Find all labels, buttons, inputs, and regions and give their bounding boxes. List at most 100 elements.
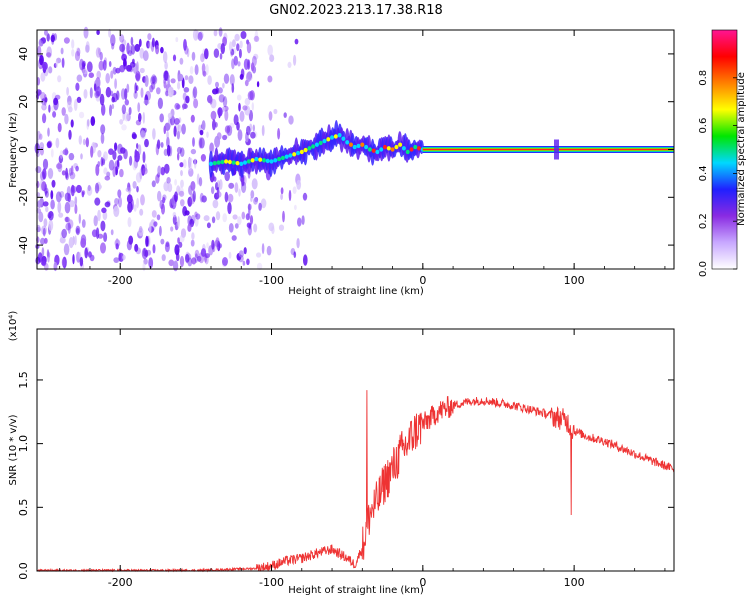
noise-blob xyxy=(190,239,195,247)
noise-blob xyxy=(142,111,145,124)
noise-blob xyxy=(152,128,156,140)
x-tick-label: 100 xyxy=(564,576,585,589)
noise-blob xyxy=(230,50,234,57)
noise-blob xyxy=(76,74,83,82)
noise-blob xyxy=(81,219,86,228)
noise-blob xyxy=(268,111,273,121)
noise-blob xyxy=(69,200,75,208)
steady-tone-band xyxy=(422,148,674,151)
noise-blob xyxy=(87,184,91,192)
noise-blob xyxy=(303,254,308,266)
noise-blob xyxy=(108,28,112,38)
noise-blob xyxy=(47,251,50,263)
noise-blob xyxy=(70,119,74,128)
noise-blob xyxy=(250,196,253,202)
noise-blob xyxy=(195,213,201,220)
noise-blob xyxy=(177,152,180,161)
ridge-core xyxy=(265,158,270,164)
noise-blob xyxy=(67,222,71,234)
noise-blob xyxy=(62,149,69,156)
noise-blob xyxy=(119,65,125,73)
ridge-core xyxy=(352,144,357,150)
ridge-core xyxy=(243,160,247,165)
tone-disturbance xyxy=(554,139,559,160)
snr-plot-area xyxy=(37,329,674,571)
noise-blob xyxy=(179,162,184,168)
noise-blob xyxy=(228,182,235,189)
noise-blob xyxy=(231,235,237,241)
noise-blob xyxy=(38,211,44,223)
noise-blob xyxy=(112,66,117,75)
noise-blob xyxy=(170,226,174,232)
ridge-core xyxy=(405,149,410,155)
noise-blob xyxy=(166,177,171,184)
noise-blob xyxy=(97,150,102,158)
noise-blob xyxy=(80,238,87,248)
ridge-core xyxy=(292,152,297,157)
noise-blob xyxy=(215,81,219,88)
noise-blob xyxy=(177,73,184,82)
noise-blob xyxy=(192,190,196,203)
noise-blob xyxy=(79,111,85,119)
noise-blob xyxy=(118,251,122,262)
noise-blob xyxy=(244,97,251,106)
noise-blob xyxy=(165,241,170,248)
ridge-core xyxy=(231,160,236,165)
noise-blob xyxy=(61,57,65,68)
noise-blob xyxy=(128,235,134,245)
ridge-core xyxy=(401,146,406,151)
ridge-core xyxy=(239,161,244,166)
noise-blob xyxy=(178,241,183,248)
noise-blob xyxy=(102,211,108,221)
noise-blob xyxy=(143,99,150,105)
noise-blob xyxy=(110,34,116,47)
noise-blob xyxy=(48,210,54,221)
noise-blob xyxy=(136,186,139,193)
noise-blob xyxy=(136,61,139,73)
noise-blob xyxy=(85,41,90,53)
ridge-core xyxy=(235,161,240,166)
colorbar-gradient xyxy=(711,29,738,270)
noise-blob xyxy=(130,44,136,55)
noise-blob xyxy=(95,47,101,58)
noise-blob xyxy=(204,253,210,259)
noise-blob xyxy=(112,166,116,178)
snr-x-ticks: -200 -100 0 100 xyxy=(59,329,666,589)
noise-blob xyxy=(143,258,148,265)
noise-blob xyxy=(229,74,235,86)
colorbar-tick-label: 0.6 xyxy=(698,118,709,134)
noise-blob xyxy=(224,109,229,122)
noise-blob xyxy=(138,112,142,122)
ridge-core xyxy=(216,160,221,165)
noise-blob xyxy=(214,135,221,148)
noise-blob xyxy=(243,247,247,255)
noise-blob xyxy=(209,96,213,105)
noise-blob xyxy=(246,72,252,83)
noise-blob xyxy=(222,96,228,108)
noise-blob xyxy=(236,43,240,52)
noise-blob xyxy=(166,130,169,140)
noise-blob xyxy=(201,120,206,131)
noise-blob xyxy=(153,221,158,227)
noise-blob xyxy=(186,48,190,58)
noise-blob xyxy=(159,199,164,210)
noise-blob xyxy=(89,87,93,99)
noise-blob xyxy=(128,107,132,115)
noise-blob xyxy=(212,119,216,131)
noise-blob xyxy=(179,234,185,243)
noise-blob xyxy=(86,61,93,73)
noise-blob xyxy=(113,205,120,218)
noise-blob xyxy=(174,191,178,202)
noise-blob xyxy=(192,137,195,147)
noise-blob xyxy=(46,251,51,258)
noise-blob xyxy=(199,137,205,149)
noise-blob xyxy=(53,97,59,106)
x-tick-label: -100 xyxy=(259,274,284,287)
noise-blob xyxy=(177,81,181,90)
noise-blob xyxy=(46,33,50,42)
noise-blob xyxy=(70,165,74,176)
noise-blob xyxy=(273,108,278,115)
noise-blob xyxy=(64,201,71,214)
noise-blob xyxy=(167,86,174,98)
ridge-core xyxy=(390,147,395,152)
